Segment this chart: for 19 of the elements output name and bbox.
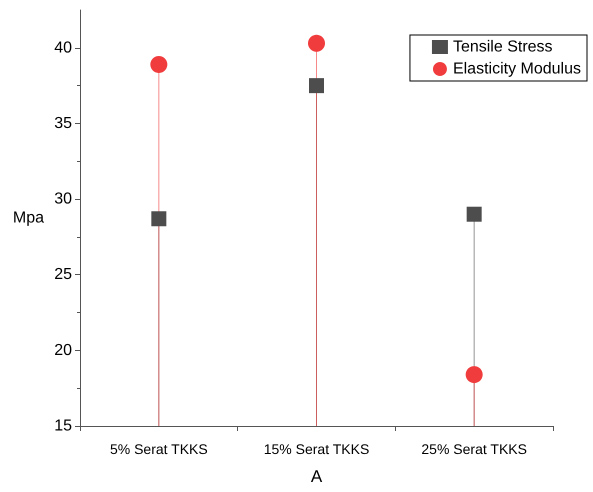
y-tick-label: 40 (54, 39, 72, 56)
legend-label: Elasticity Modulus (452, 60, 581, 78)
x-tick-label: 15% Serat TKKS (264, 441, 370, 457)
x-tick-label: 5% Serat TKKS (110, 441, 208, 457)
point (466, 206, 482, 222)
point (308, 34, 325, 52)
x-tick-label: 25% Serat TKKS (421, 441, 527, 457)
point (150, 56, 168, 73)
point (151, 211, 166, 226)
y-tick-label: 15 (54, 418, 72, 434)
y-axis-title: Mpa (12, 210, 44, 226)
y-tick-label: 30 (54, 190, 72, 208)
x-axis-title: A (310, 467, 323, 486)
point (466, 366, 483, 384)
legend-label: Tensile Stress (452, 38, 553, 56)
y-tick-label: 25 (54, 266, 72, 284)
y-tick-label: 20 (54, 342, 72, 359)
y-tick-label: 35 (54, 114, 72, 132)
point (309, 78, 324, 94)
